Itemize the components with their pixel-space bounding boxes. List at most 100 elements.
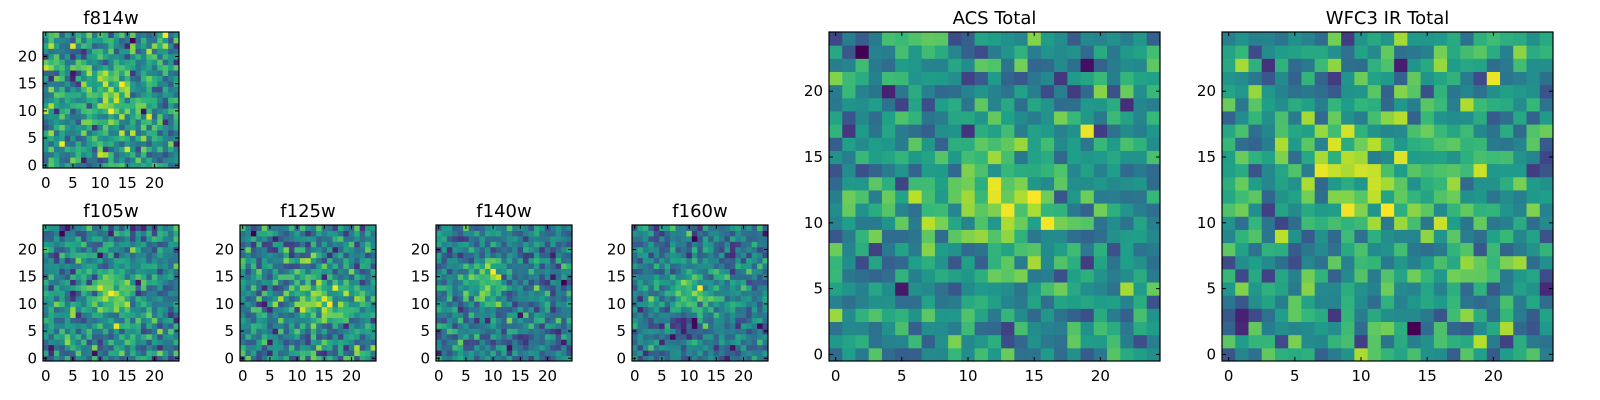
heatmap-cell	[484, 317, 491, 324]
heatmap-cell	[299, 350, 306, 357]
heatmap-cell	[75, 328, 82, 335]
heatmap-cell	[81, 48, 88, 55]
heatmap-cell	[948, 71, 962, 86]
heatmap-cell	[1367, 71, 1382, 86]
heatmap-cell	[1080, 334, 1095, 349]
heatmap-cell	[566, 252, 573, 259]
y-tick-label: 15	[18, 268, 37, 286]
heatmap-cell	[495, 241, 502, 248]
heatmap-cell	[1235, 71, 1249, 86]
heatmap-cell	[354, 235, 361, 242]
heatmap-cell	[751, 290, 758, 297]
heatmap-cell	[1120, 110, 1135, 125]
heatmap-cell	[157, 235, 164, 242]
heatmap-cell	[59, 42, 66, 49]
heatmap-cell	[1146, 124, 1161, 138]
heatmap-cell	[555, 322, 562, 329]
heatmap-cell	[561, 350, 568, 357]
heatmap-cell	[1394, 268, 1408, 283]
heatmap-cell	[130, 268, 136, 275]
heatmap-cell	[648, 344, 655, 351]
heatmap-cell	[53, 295, 60, 302]
heatmap-cell	[370, 268, 377, 275]
heatmap-cell	[751, 284, 758, 291]
heatmap-cell	[642, 355, 649, 362]
heatmap-cell	[740, 284, 747, 291]
heatmap-cell	[43, 48, 49, 55]
heatmap-cell	[1420, 163, 1435, 178]
heatmap-cell	[829, 71, 843, 86]
heatmap-cell	[64, 70, 71, 77]
heatmap-cell	[140, 86, 147, 93]
heatmap-cell	[162, 70, 169, 77]
heatmap-cell	[1473, 163, 1488, 178]
heatmap-cell	[119, 91, 126, 98]
heatmap-cell	[1314, 32, 1329, 46]
heatmap-cell	[1146, 347, 1161, 362]
heatmap-cell	[948, 110, 962, 125]
heatmap-cell	[1420, 255, 1435, 270]
heatmap-cell	[735, 312, 742, 318]
heatmap-cell	[974, 255, 989, 270]
heatmap-cell	[157, 80, 164, 87]
heatmap-cell	[1235, 150, 1249, 165]
heatmap-cell	[1027, 268, 1042, 283]
heatmap-cell	[97, 301, 104, 308]
heatmap-cell	[479, 268, 486, 275]
heatmap-cell	[697, 284, 704, 291]
heatmap-cell	[895, 97, 909, 112]
heatmap-cell	[240, 306, 246, 313]
heatmap-cell	[146, 328, 153, 335]
heatmap-cell	[102, 64, 109, 71]
heatmap-cell	[140, 246, 147, 253]
heatmap-cell	[842, 242, 856, 257]
heatmap-cell	[305, 355, 312, 362]
heatmap-cell	[517, 317, 524, 324]
heatmap-cell	[648, 273, 655, 280]
heatmap-cell	[151, 124, 158, 131]
heatmap-cell	[332, 257, 339, 264]
heatmap-cell	[70, 124, 77, 131]
heatmap-cell	[294, 306, 301, 313]
heatmap-cell	[479, 279, 486, 286]
heatmap-cell	[868, 255, 883, 270]
heatmap-cell	[102, 317, 109, 324]
heatmap-cell	[43, 97, 49, 104]
heatmap-cell	[659, 268, 666, 275]
heatmap-cell	[533, 279, 540, 286]
heatmap-cell	[1407, 334, 1422, 349]
heatmap-cell	[501, 230, 508, 237]
heatmap-cell	[162, 284, 169, 291]
heatmap-cell	[1222, 308, 1236, 323]
heatmap-cell	[146, 279, 153, 286]
heatmap-cell	[354, 306, 361, 313]
heatmap-cell	[162, 135, 169, 142]
heatmap-cell	[457, 328, 464, 335]
heatmap-cell	[452, 339, 459, 346]
heatmap-cell	[64, 268, 71, 275]
heatmap-cell	[484, 333, 491, 340]
heatmap-cell	[974, 229, 989, 244]
heatmap-cell	[1001, 216, 1015, 230]
heatmap-cell	[283, 225, 290, 231]
heatmap-cell	[691, 295, 698, 302]
heatmap-cell	[1341, 242, 1355, 257]
heatmap-cell	[135, 80, 142, 87]
heatmap-cell	[102, 322, 109, 329]
heatmap-cell	[91, 268, 98, 275]
heatmap-cell	[1447, 347, 1461, 362]
heatmap-cell	[446, 317, 453, 324]
heatmap-cell	[724, 284, 731, 291]
heatmap-cell	[124, 252, 131, 259]
heatmap-cell	[675, 322, 682, 329]
heatmap-cell	[64, 37, 71, 44]
heatmap-cell	[81, 252, 88, 259]
heatmap-cell	[512, 317, 519, 324]
heatmap-cell	[1001, 347, 1015, 362]
heatmap-cell	[751, 246, 758, 253]
heatmap-cell	[474, 290, 481, 297]
heatmap-cell	[343, 284, 350, 291]
heatmap-cell	[75, 129, 82, 136]
heatmap-cell	[1093, 255, 1108, 270]
heatmap-cell	[140, 230, 147, 237]
